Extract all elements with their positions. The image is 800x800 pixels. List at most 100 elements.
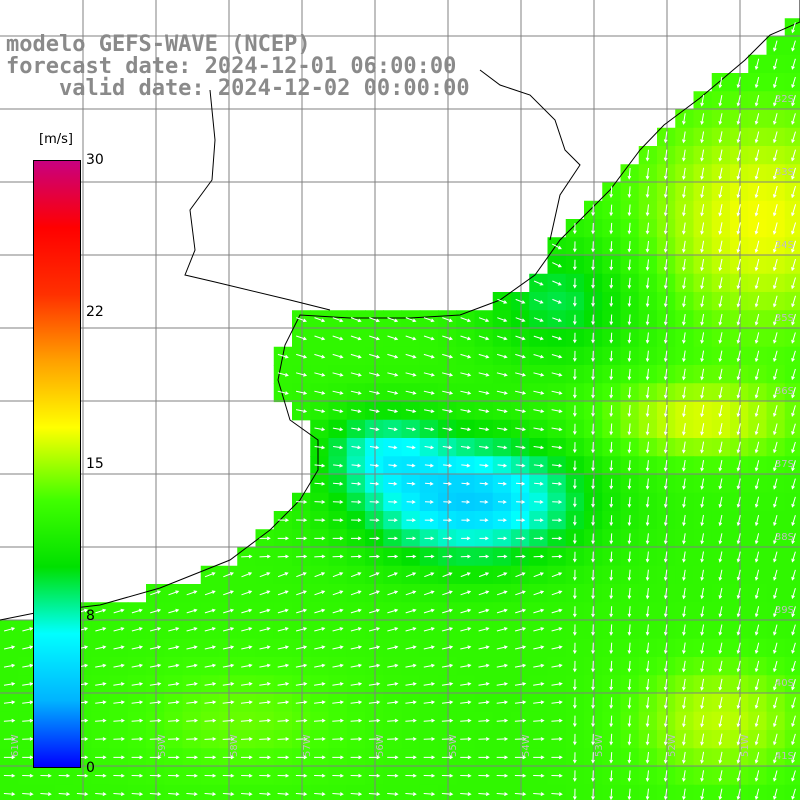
wind-cell: [438, 784, 457, 800]
wind-arrow: [387, 627, 399, 632]
wind-arrow: [791, 733, 796, 746]
wind-arrow: [718, 624, 723, 636]
wind-arrow: [314, 700, 326, 705]
wind-arrow: [773, 697, 778, 709]
wind-arrow: [424, 500, 434, 504]
wind-arrow: [442, 409, 454, 413]
wind-arrow: [552, 500, 563, 504]
wind-arrow: [682, 624, 686, 636]
wind-arrow: [682, 751, 686, 764]
wind-arrow: [131, 682, 144, 686]
wind-arrow: [736, 533, 741, 545]
wind-arrow: [627, 350, 632, 363]
wind-arrow: [754, 204, 760, 217]
wind-arrow: [718, 551, 723, 563]
wind-arrow: [478, 317, 490, 322]
wind-arrow: [387, 353, 399, 359]
wind-arrow: [663, 149, 668, 162]
wind-arrow: [773, 350, 778, 362]
wind-arrow: [423, 627, 435, 632]
wind-arrow: [460, 773, 472, 778]
wind-arrow: [736, 751, 741, 764]
wind-arrow: [496, 390, 508, 395]
wind-arrow: [332, 353, 344, 359]
wind-arrow: [478, 608, 490, 614]
wind-arrow: [314, 536, 326, 541]
wind-arrow: [368, 792, 381, 796]
wind-arrow: [663, 350, 668, 363]
wind-arrow: [718, 751, 723, 764]
wind-cell: [109, 784, 129, 800]
wind-arrow: [314, 445, 326, 450]
wind-arrow: [332, 536, 344, 541]
wind-arrow: [773, 368, 778, 381]
wind-arrow: [718, 423, 723, 436]
wind-arrow: [95, 773, 107, 778]
wind-cell: [784, 529, 800, 549]
wind-cell: [383, 784, 403, 800]
wind-arrow: [368, 718, 381, 723]
wind-arrow: [204, 755, 217, 760]
wind-arrow: [496, 792, 509, 796]
wind-arrow: [791, 332, 796, 344]
wind-arrow: [627, 259, 632, 271]
wind-arrow: [113, 773, 125, 778]
wind-cell: [784, 109, 800, 129]
wind-arrow: [700, 313, 705, 326]
wind-arrow: [534, 481, 544, 486]
wind-arrow: [405, 353, 417, 359]
wind-arrow: [204, 663, 217, 668]
wind-arrow: [718, 496, 723, 509]
wind-arrow: [3, 627, 16, 632]
wind-arrow: [22, 627, 34, 632]
wind-arrow: [772, 185, 778, 199]
wind-arrow: [791, 606, 796, 618]
wind-arrow: [351, 518, 362, 523]
wind-arrow: [754, 167, 760, 181]
wind-arrow: [314, 500, 326, 504]
wind-arrow: [496, 737, 509, 741]
wind-arrow: [645, 569, 650, 582]
wind-arrow: [591, 733, 595, 746]
wind-arrow: [700, 149, 705, 162]
wind-arrow: [791, 715, 796, 728]
wind-arrow: [572, 587, 577, 600]
wind-cell: [237, 784, 257, 800]
wind-arrow: [663, 186, 668, 199]
wind-arrow: [736, 313, 741, 326]
wind-arrow: [736, 569, 741, 581]
wind-arrow: [40, 773, 52, 778]
wind-arrow: [609, 533, 614, 545]
wind-arrow: [627, 752, 632, 764]
wind-arrow: [350, 663, 362, 668]
wind-arrow: [627, 642, 632, 655]
wind-arrow: [645, 678, 650, 691]
wind-arrow: [333, 445, 344, 450]
wind-arrow: [332, 554, 344, 559]
wind-cell: [474, 784, 494, 800]
wind-arrow: [95, 792, 107, 796]
wind-arrow: [295, 554, 308, 559]
wind-arrow: [682, 350, 686, 363]
wind-cell: [784, 511, 800, 530]
wind-arrow: [369, 335, 380, 341]
wind-arrow: [663, 624, 668, 636]
wind-arrow: [718, 204, 723, 217]
wind-arrow: [663, 587, 668, 600]
wind-arrow: [754, 533, 760, 545]
wind-arrow: [168, 627, 180, 632]
wind-arrow: [754, 751, 760, 764]
wind-arrow: [332, 608, 344, 614]
wind-arrow: [791, 642, 796, 654]
wind-arrow: [551, 627, 563, 632]
wind-arrow: [424, 427, 435, 432]
wind-arrow: [754, 94, 760, 107]
wind-arrow: [627, 587, 632, 600]
wind-arrow: [350, 773, 363, 778]
wind-arrow: [533, 354, 545, 359]
wind-arrow: [700, 460, 705, 472]
wind-arrow: [572, 515, 577, 526]
wind-arrow: [773, 95, 778, 107]
wind-arrow: [609, 387, 614, 399]
wind-arrow: [424, 554, 435, 559]
